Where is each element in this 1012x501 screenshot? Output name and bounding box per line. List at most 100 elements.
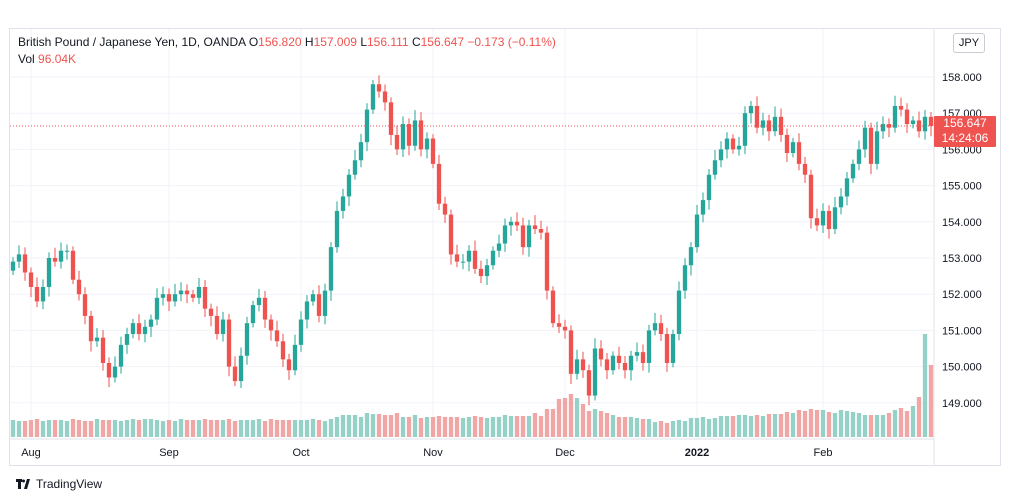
x-tick-label: Feb xyxy=(814,447,833,459)
candle-body xyxy=(112,366,118,378)
candle-body xyxy=(322,290,328,316)
volume-bar xyxy=(928,365,934,437)
volume-bar xyxy=(460,418,466,437)
candle-body xyxy=(646,330,652,363)
volume-bar xyxy=(766,414,772,437)
currency-button[interactable]: JPY xyxy=(953,33,985,53)
volume-bar xyxy=(916,397,922,437)
candle-body xyxy=(106,362,112,378)
volume-bar xyxy=(634,418,640,437)
candle-body xyxy=(472,250,478,269)
volume-bar xyxy=(58,420,64,437)
candle-body xyxy=(172,294,178,302)
volume-bar xyxy=(412,415,418,437)
candle-body xyxy=(370,84,376,110)
volume-bar xyxy=(184,420,190,437)
volume-legend: Vol 96.04K xyxy=(18,52,76,66)
candle-body xyxy=(328,247,334,291)
candle-body xyxy=(874,131,880,164)
candle-body xyxy=(142,326,148,335)
candle-body xyxy=(628,355,634,371)
chart-legend: British Pound / Japanese Yen, 1D, OANDA … xyxy=(18,35,556,49)
volume-bar xyxy=(850,412,856,437)
volume-bar xyxy=(28,420,34,437)
low-value: 156.111 xyxy=(367,35,409,49)
volume-bar xyxy=(772,414,778,437)
candle-body xyxy=(808,174,814,219)
volume-bar xyxy=(346,415,352,437)
volume-bar xyxy=(814,410,820,437)
open-value: 156.820 xyxy=(258,35,302,49)
y-tick-label: 149.000 xyxy=(942,398,982,410)
volume-bar xyxy=(676,420,682,437)
volume-bar xyxy=(670,421,676,437)
tradingview-attribution[interactable]: TradingView xyxy=(16,474,102,494)
volume-bar xyxy=(874,415,880,437)
candle-body xyxy=(58,250,64,262)
y-tick-label: 158.000 xyxy=(942,72,982,84)
candle-body xyxy=(448,214,454,255)
volume-bar xyxy=(586,411,592,437)
candle-body xyxy=(562,326,568,331)
volume-bar xyxy=(832,413,838,437)
volume-bar xyxy=(160,421,166,437)
volume-bar xyxy=(424,417,430,437)
candle-body xyxy=(688,247,694,266)
volume-bar xyxy=(406,417,412,437)
candle-body xyxy=(604,359,610,371)
volume-bar xyxy=(580,404,586,437)
candle-body xyxy=(88,315,94,342)
volume-bar xyxy=(640,419,646,437)
volume-bar xyxy=(382,415,388,437)
x-tick-label: Oct xyxy=(292,447,309,459)
candle-body xyxy=(334,210,340,248)
candle-body xyxy=(178,290,184,295)
candle-body xyxy=(718,149,724,161)
candle-body xyxy=(82,294,88,316)
volume-bar xyxy=(172,421,178,437)
y-tick-label: 152.000 xyxy=(942,289,982,301)
volume-bar xyxy=(262,421,268,437)
volume-bar xyxy=(718,416,724,437)
volume-bar xyxy=(496,417,502,437)
candle-body xyxy=(802,163,808,175)
candle-body xyxy=(76,279,82,295)
candle-body xyxy=(892,105,898,128)
volume-bar xyxy=(100,420,106,437)
volume-bar xyxy=(220,420,226,437)
volume-bar xyxy=(658,421,664,437)
candle-body xyxy=(502,225,508,244)
volume-bar xyxy=(592,409,598,437)
candle-body xyxy=(46,258,52,287)
high-label: H xyxy=(304,35,314,49)
volume-bar xyxy=(562,398,568,437)
candle-body xyxy=(922,116,928,132)
volume-bar xyxy=(754,415,760,437)
volume-bar xyxy=(370,414,376,437)
candle-body xyxy=(382,91,388,103)
candle-body xyxy=(862,127,868,150)
candle-body xyxy=(436,163,442,204)
volume-bar xyxy=(400,417,406,437)
volume-bar xyxy=(334,417,340,437)
candle-body xyxy=(754,105,760,128)
volume-bar xyxy=(202,419,208,437)
price-chart[interactable]: 149.000 150.000 151.000 152.000 153.000 154.0… xyxy=(10,29,1000,465)
volume-bar xyxy=(808,409,814,437)
volume-bar xyxy=(490,417,496,437)
candle-body xyxy=(850,163,856,179)
volume-bar xyxy=(394,413,400,437)
candle-body xyxy=(460,261,466,263)
candle-body xyxy=(598,348,604,360)
candle-body xyxy=(478,268,484,277)
volume-bar xyxy=(88,421,94,437)
y-tick-label: 154.000 xyxy=(942,217,982,229)
candle-body xyxy=(520,225,526,248)
candle-body xyxy=(556,323,562,327)
candle-body xyxy=(832,207,838,230)
candle-body xyxy=(880,124,886,132)
candle-body xyxy=(796,142,802,164)
candle-body xyxy=(532,225,538,230)
volume-bar xyxy=(436,416,442,437)
volume-bar xyxy=(256,419,262,437)
